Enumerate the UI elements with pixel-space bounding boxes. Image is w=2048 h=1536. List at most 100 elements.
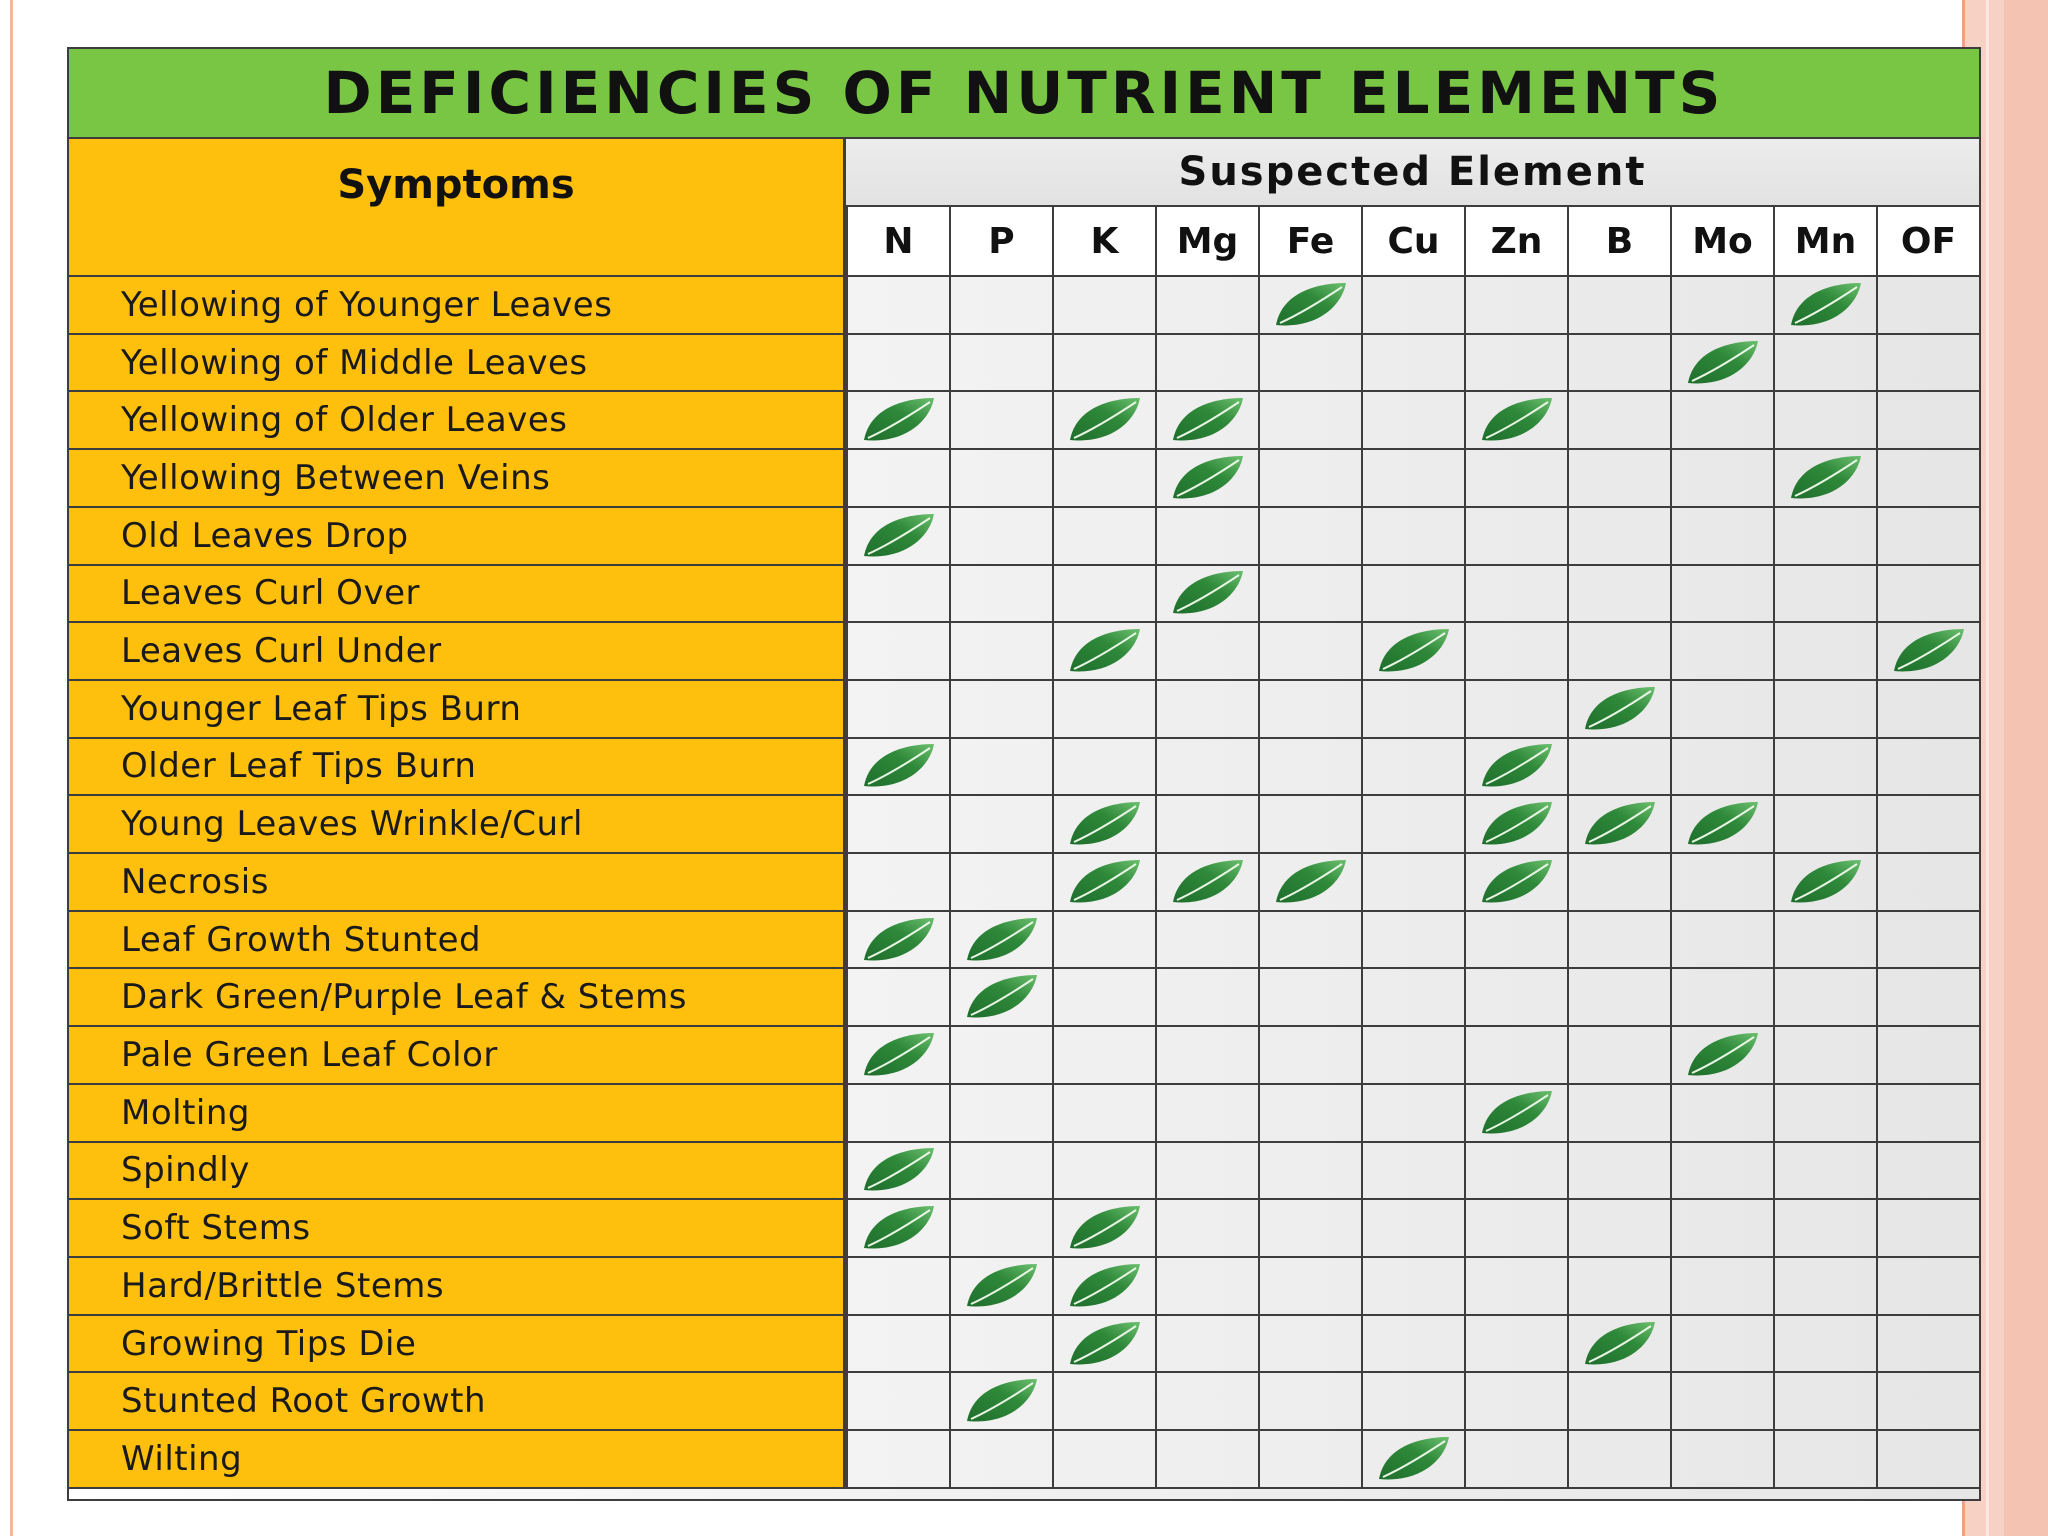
cell-of bbox=[1876, 1142, 1979, 1201]
cell-of bbox=[1876, 1373, 1979, 1432]
cell-cu bbox=[1361, 450, 1464, 508]
leaf-icon bbox=[863, 744, 934, 787]
leaf-icon bbox=[1584, 686, 1655, 730]
cell-b bbox=[1567, 450, 1670, 508]
cell-k bbox=[1052, 623, 1155, 681]
cell-mg bbox=[1155, 1084, 1258, 1143]
cell-of bbox=[1876, 969, 1979, 1028]
cell-of bbox=[1876, 334, 1979, 393]
cell-mn bbox=[1773, 565, 1876, 624]
cell-mg bbox=[1155, 450, 1258, 508]
slide-border-line bbox=[2004, 0, 2048, 1536]
symptom-label: Molting bbox=[69, 1084, 846, 1143]
cell-n bbox=[846, 450, 949, 508]
cell-p bbox=[949, 854, 1052, 912]
cell-n bbox=[846, 507, 949, 566]
cell-mg bbox=[1155, 565, 1258, 624]
cell-of bbox=[1876, 854, 1979, 912]
cell-mo bbox=[1670, 334, 1773, 393]
leaf-icon bbox=[863, 917, 934, 961]
cell-mo bbox=[1670, 450, 1773, 508]
cell-fe bbox=[1258, 680, 1361, 739]
cell-fe bbox=[1258, 1315, 1361, 1374]
leaf-icon bbox=[1069, 1206, 1140, 1249]
cell-mg bbox=[1155, 1142, 1258, 1201]
cell-of bbox=[1876, 1084, 1979, 1143]
cell-mg bbox=[1155, 680, 1258, 739]
cell-b bbox=[1567, 854, 1670, 912]
leaf-icon bbox=[1069, 859, 1140, 903]
cell-n bbox=[846, 1257, 949, 1316]
cell-zn bbox=[1464, 1200, 1567, 1258]
cell-cu bbox=[1361, 1315, 1464, 1374]
leaf-icon bbox=[1069, 802, 1140, 845]
cell-mo bbox=[1670, 1431, 1773, 1489]
cell-mg bbox=[1155, 392, 1258, 451]
cell-mo bbox=[1670, 507, 1773, 566]
leaf-icon bbox=[863, 513, 934, 557]
leaf-icon bbox=[1172, 859, 1243, 903]
leaf-icon bbox=[1069, 629, 1140, 672]
cell-b bbox=[1567, 1315, 1670, 1374]
cell-k bbox=[1052, 450, 1155, 508]
symptoms-header-label: Symptoms bbox=[337, 162, 575, 208]
cell-fe bbox=[1258, 450, 1361, 508]
symptom-label: Younger Leaf Tips Burn bbox=[69, 680, 846, 739]
cell-b bbox=[1567, 1431, 1670, 1489]
cell-zn bbox=[1464, 1084, 1567, 1143]
cell-cu bbox=[1361, 507, 1464, 566]
symptom-label: Spindly bbox=[69, 1142, 846, 1201]
slide-border-line bbox=[1986, 0, 1989, 1536]
symptom-label: Older Leaf Tips Burn bbox=[69, 738, 846, 797]
cell-p bbox=[949, 796, 1052, 855]
cell-b bbox=[1567, 1142, 1670, 1201]
cell-mg bbox=[1155, 1373, 1258, 1432]
leaf-icon bbox=[966, 1263, 1037, 1307]
leaf-icon bbox=[1893, 629, 1964, 672]
cell-mg bbox=[1155, 854, 1258, 912]
cell-of bbox=[1876, 392, 1979, 451]
leaf-icon bbox=[966, 975, 1037, 1018]
cell-k bbox=[1052, 1200, 1155, 1258]
cell-n bbox=[846, 738, 949, 797]
cell-n bbox=[846, 1027, 949, 1085]
cell-p bbox=[949, 1431, 1052, 1489]
cell-mo bbox=[1670, 1315, 1773, 1374]
symptom-label: Young Leaves Wrinkle/Curl bbox=[69, 796, 846, 855]
symptom-label: Wilting bbox=[69, 1431, 846, 1489]
symptom-label: Stunted Root Growth bbox=[69, 1373, 846, 1432]
cell-mo bbox=[1670, 392, 1773, 451]
leaf-icon bbox=[1481, 1090, 1552, 1134]
cell-fe bbox=[1258, 1200, 1361, 1258]
symptom-label: Growing Tips Die bbox=[69, 1315, 846, 1374]
slide-border-left bbox=[10, 0, 13, 1536]
cell-cu bbox=[1361, 1373, 1464, 1432]
symptom-label: Yellowing of Younger Leaves bbox=[69, 277, 846, 335]
cell-cu bbox=[1361, 565, 1464, 624]
cell-k bbox=[1052, 1315, 1155, 1374]
cell-mo bbox=[1670, 1200, 1773, 1258]
cell-p bbox=[949, 1084, 1052, 1143]
symptom-label: Pale Green Leaf Color bbox=[69, 1027, 846, 1085]
cell-of bbox=[1876, 796, 1979, 855]
cell-of bbox=[1876, 680, 1979, 739]
cell-mo bbox=[1670, 1142, 1773, 1201]
cell-mn bbox=[1773, 392, 1876, 451]
cell-p bbox=[949, 1315, 1052, 1374]
cell-b bbox=[1567, 796, 1670, 855]
cell-cu bbox=[1361, 1257, 1464, 1316]
leaf-icon bbox=[1481, 744, 1552, 787]
cell-fe bbox=[1258, 623, 1361, 681]
symptom-label: Old Leaves Drop bbox=[69, 507, 846, 566]
cell-n bbox=[846, 854, 949, 912]
cell-k bbox=[1052, 854, 1155, 912]
symptom-label: Yellowing of Older Leaves bbox=[69, 392, 846, 451]
cell-k bbox=[1052, 1373, 1155, 1432]
symptom-label: Yellowing Between Veins bbox=[69, 450, 846, 508]
cell-mg bbox=[1155, 277, 1258, 335]
cell-b bbox=[1567, 565, 1670, 624]
suspected-element-header-label: Suspected Element bbox=[1178, 149, 1647, 195]
symptom-label: Soft Stems bbox=[69, 1200, 846, 1258]
cell-zn bbox=[1464, 911, 1567, 970]
cell-fe bbox=[1258, 507, 1361, 566]
